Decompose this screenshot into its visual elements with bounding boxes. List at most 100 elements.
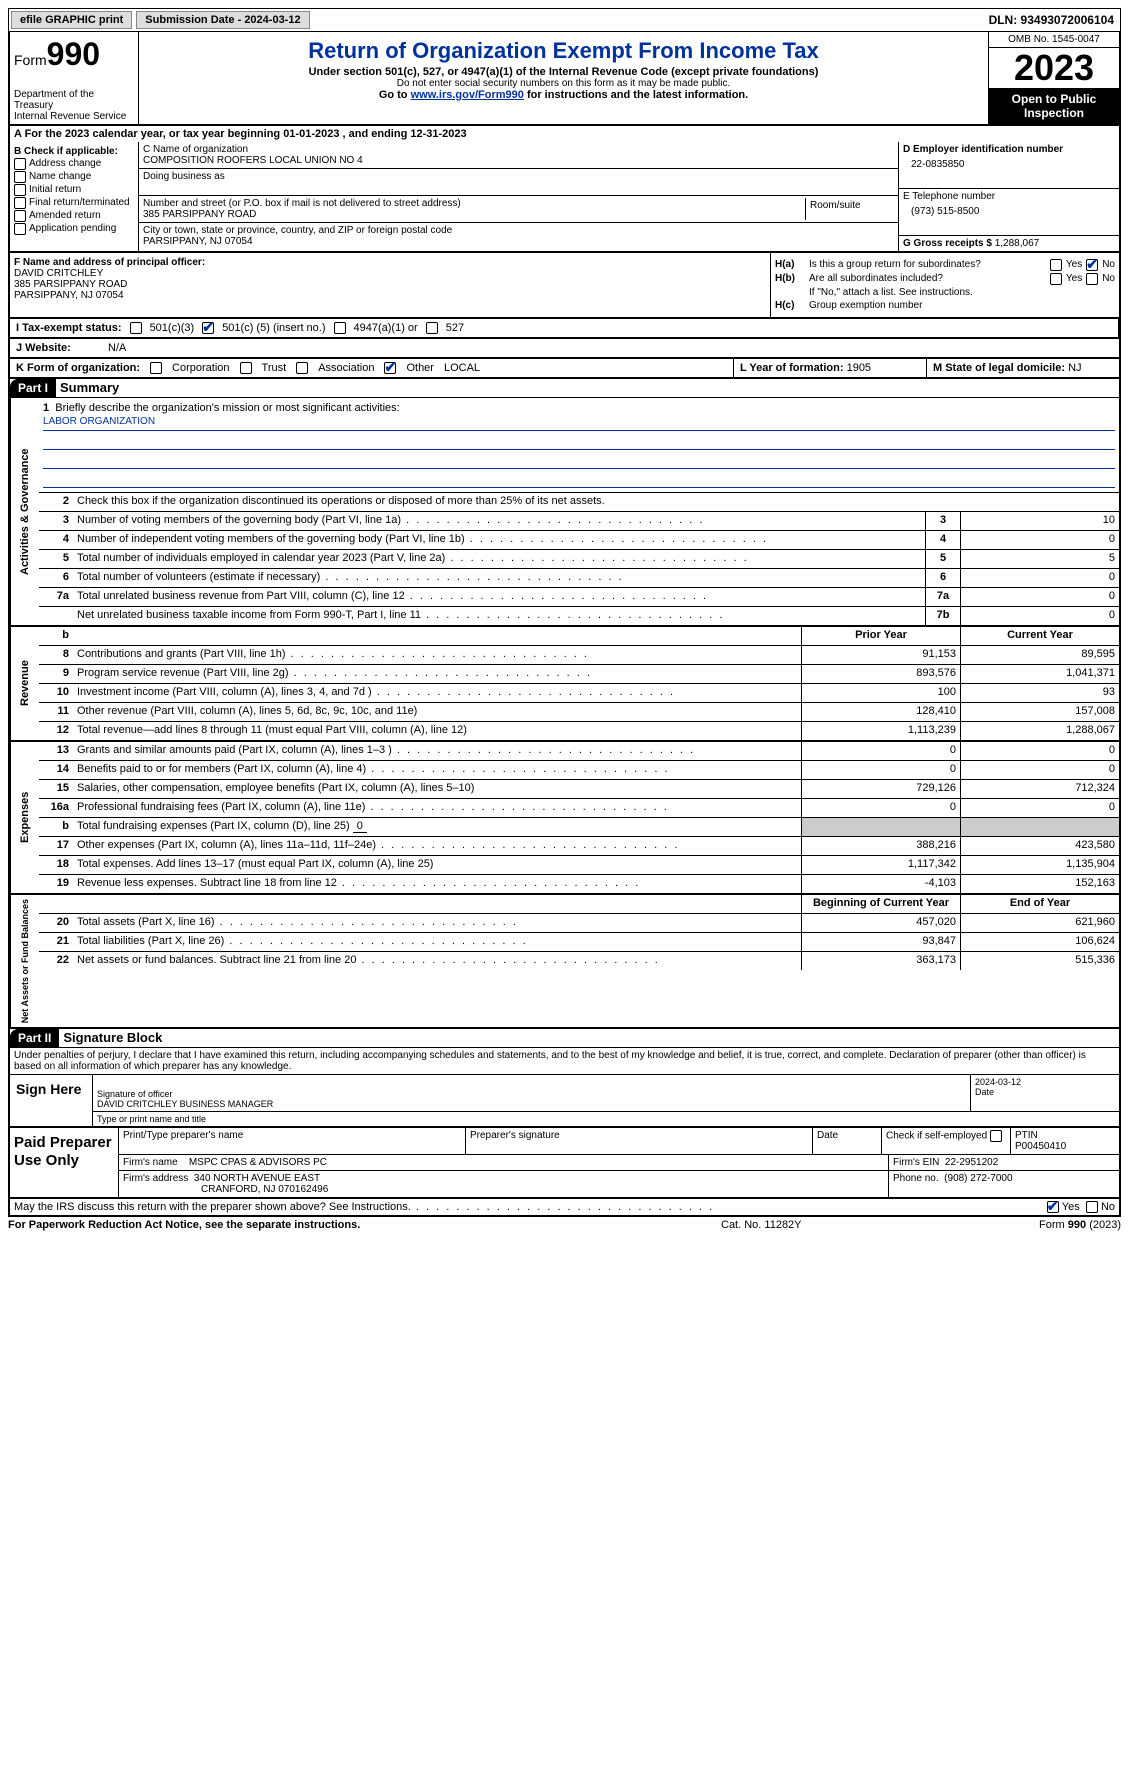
dba-label: Doing business as [143,171,894,182]
line20-prior: 457,020 [801,914,960,932]
initial-return-checkbox[interactable] [14,184,26,196]
amended-return-checkbox[interactable] [14,210,26,222]
amended-return-label: Amended return [29,210,101,221]
hb-note: If "No," attach a list. See instructions… [809,287,1115,298]
501c-checkbox[interactable] [202,322,214,334]
website-label: J Website: [10,339,102,357]
dln: DLN: 93493072006104 [989,13,1118,27]
line6-label: Total number of volunteers (estimate if … [73,569,925,587]
form-title: Return of Organization Exempt From Incom… [143,38,984,64]
501c3-checkbox[interactable] [130,322,142,334]
assoc-checkbox[interactable] [296,362,308,374]
corp-checkbox[interactable] [150,362,162,374]
hb-yes-label: Yes [1066,273,1082,284]
hb-yes-checkbox[interactable] [1050,273,1062,285]
application-pending-checkbox[interactable] [14,223,26,235]
city-label: City or town, state or province, country… [143,225,894,236]
line20-label: Total assets (Part X, line 16) [73,914,801,932]
name-change-checkbox[interactable] [14,171,26,183]
line16a-prior: 0 [801,799,960,817]
other-checkbox[interactable] [384,362,396,374]
domicile-label: M State of legal domicile: [933,362,1065,374]
mission-value: LABOR ORGANIZATION [43,416,1115,431]
line9-prior: 893,576 [801,665,960,683]
line9-label: Program service revenue (Part VIII, line… [73,665,801,683]
irs-form990-link[interactable]: www.irs.gov/Form990 [411,89,524,101]
form-prefix: Form [14,52,47,68]
type-name-label: Type or print name and title [93,1112,1119,1126]
hdr-begin-year: Beginning of Current Year [801,895,960,913]
line11-current: 157,008 [960,703,1119,721]
final-return-checkbox[interactable] [14,197,26,209]
hb-text: Are all subordinates included? [809,273,1046,284]
officer-label: F Name and address of principal officer: [14,257,766,268]
address-change-checkbox[interactable] [14,158,26,170]
line15-label: Salaries, other compensation, employee b… [73,780,801,798]
line11-label: Other revenue (Part VIII, column (A), li… [73,703,801,721]
initial-return-label: Initial return [29,184,81,195]
hb-label: H(b) [775,273,805,284]
firm-ein-label: Firm's EIN [893,1157,939,1168]
expenses-section: Expenses 13Grants and similar amounts pa… [8,742,1121,895]
line1-label: Briefly describe the organization's miss… [55,402,399,414]
ptin-label: PTIN [1015,1130,1115,1141]
row-a-tax-year: A For the 2023 calendar year, or tax yea… [8,126,1121,142]
line8-label: Contributions and grants (Part VIII, lin… [73,646,801,664]
form-header: Form990 Department of the Treasury Inter… [8,32,1121,126]
4947-checkbox[interactable] [334,322,346,334]
firm-addr1: 340 NORTH AVENUE EAST [194,1173,320,1184]
line15-current: 712,324 [960,780,1119,798]
firm-addr2: CRANFORD, NJ 070162496 [123,1184,884,1195]
discuss-no-checkbox[interactable] [1086,1201,1098,1213]
ha-text: Is this a group return for subordinates? [809,259,1046,270]
line12-label: Total revenue—add lines 8 through 11 (mu… [73,722,801,740]
other-value: LOCAL [444,362,480,374]
trust-checkbox[interactable] [240,362,252,374]
row-i: I Tax-exempt status: 501(c)(3) 501(c) (5… [8,319,1121,339]
website-value: N/A [102,339,1119,357]
sig-date-label: Date [975,1087,1115,1097]
domicile-value: NJ [1068,362,1081,374]
line7b-value: 0 [960,607,1119,625]
sig-date-value: 2024-03-12 [975,1077,1115,1087]
officer-city: PARSIPPANY, NJ 07054 [14,290,766,301]
self-employed-checkbox[interactable] [990,1130,1002,1142]
line2-label: Check this box if the organization disco… [73,493,1119,511]
ha-no-checkbox[interactable] [1086,259,1098,271]
line11-prior: 128,410 [801,703,960,721]
form-org-label: K Form of organization: [16,362,140,374]
city-value: PARSIPPANY, NJ 07054 [143,236,894,247]
527-label: 527 [446,322,464,334]
street-value: 385 PARSIPPANY ROAD [143,209,805,220]
tax-year: 2023 [989,48,1119,88]
line19-label: Revenue less expenses. Subtract line 18 … [73,875,801,893]
revenue-section: Revenue bPrior YearCurrent Year 8Contrib… [8,627,1121,742]
year-formation-label: L Year of formation: [740,362,844,374]
discuss-yes-checkbox[interactable] [1047,1201,1059,1213]
hb-no-checkbox[interactable] [1086,273,1098,285]
efile-print-button[interactable]: efile GRAPHIC print [11,11,132,29]
side-governance: Activities & Governance [10,398,39,625]
ha-yes-checkbox[interactable] [1050,259,1062,271]
line14-label: Benefits paid to or for members (Part IX… [73,761,801,779]
part2-number: Part II [10,1029,59,1047]
line17-prior: 388,216 [801,837,960,855]
line16b-value: 0 [353,820,367,833]
firm-phone-value: (908) 272-7000 [944,1173,1012,1184]
527-checkbox[interactable] [426,322,438,334]
4947-label: 4947(a)(1) or [354,322,418,334]
line3-value: 10 [960,512,1119,530]
ein-value: 22-0835850 [903,155,1115,170]
perjury-declaration: Under penalties of perjury, I declare th… [8,1048,1121,1074]
goto-suffix: for instructions and the latest informat… [524,89,748,101]
line20-current: 621,960 [960,914,1119,932]
org-info-block: B Check if applicable: Address change Na… [8,142,1121,253]
line4-value: 0 [960,531,1119,549]
line16b-label: Total fundraising expenses (Part IX, col… [77,820,353,832]
line18-prior: 1,117,342 [801,856,960,874]
firm-addr-label: Firm's address [123,1173,188,1184]
line18-current: 1,135,904 [960,856,1119,874]
part1-title: Summary [60,380,119,395]
paid-preparer-label: Paid Preparer Use Only [10,1128,119,1197]
part2-title: Signature Block [63,1030,162,1045]
